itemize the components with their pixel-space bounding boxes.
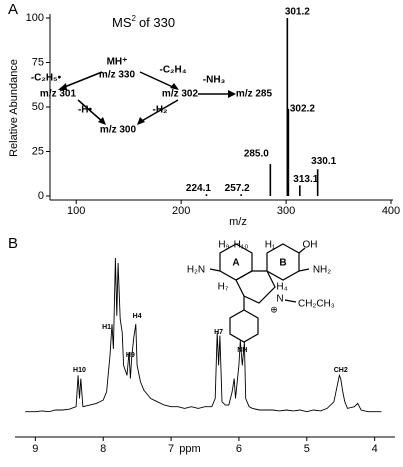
x-tick-label: 7 (168, 443, 174, 455)
arrow (61, 71, 103, 89)
x-tick-label: 8 (100, 443, 106, 455)
arrow (139, 99, 179, 123)
peak-label: 301.2 (285, 7, 310, 18)
peak-label: H4 (133, 313, 142, 320)
x-axis-label: ppm (179, 443, 200, 455)
panel-label: A (8, 1, 18, 18)
ring-label: A (232, 258, 239, 269)
title-main: MS (112, 15, 132, 30)
ring-label: B (279, 258, 286, 269)
structure-labels: H₉ H₁₀ H₁ OH H₂N NH₂ A B H₇ N ⊕ CH₂CH₃ H… (187, 240, 335, 315)
panel-label: B (8, 235, 18, 252)
structure (209, 243, 310, 343)
x-tick-label: 100 (67, 205, 85, 217)
arrow-head (228, 90, 236, 98)
phenyl (229, 309, 259, 343)
atom-label: NH₂ (313, 265, 331, 276)
arrow-head (98, 117, 106, 125)
bond (298, 268, 310, 272)
peak-label: 285.0 (244, 149, 269, 160)
scheme-label: MH⁺ (107, 57, 128, 68)
scheme-label: m/z 330 (99, 70, 136, 81)
y-tick-label: 25 (32, 145, 44, 157)
peak-label: H10 (73, 367, 86, 374)
charge: ⊕ (270, 304, 278, 314)
title-sup: 2 (132, 14, 137, 23)
scheme-label: m/z 300 (100, 125, 137, 136)
arrow (139, 71, 176, 89)
x-tick-label: 5 (304, 443, 310, 455)
x-tick-label: 400 (382, 205, 400, 217)
arrow (77, 99, 104, 123)
x-tick-label: 4 (372, 443, 378, 455)
scheme-label: m/z 301 (40, 89, 77, 100)
arrow-head (137, 117, 145, 125)
atom-label: CH₂CH₃ (298, 299, 335, 310)
atom-label: H₁ (265, 240, 276, 251)
arrow-head (58, 83, 67, 90)
peak-label: 224.1 (186, 183, 211, 194)
scheme-label: m/z 285 (236, 89, 273, 100)
x-tick-label: 300 (277, 205, 295, 217)
arrow-head (170, 83, 179, 90)
scheme-label: -C₂H₄ (160, 65, 187, 76)
x-tick-label: 9 (32, 443, 38, 455)
y-tick-label: 0 (38, 190, 44, 202)
scheme-label: -H• (78, 105, 93, 116)
scheme-label: -NH₃ (203, 75, 226, 86)
bond (209, 268, 221, 272)
peak-label: 302.2 (290, 103, 315, 114)
scheme-arrows (61, 71, 232, 123)
ring-center (235, 270, 276, 304)
y-tick-label: 75 (32, 56, 44, 68)
peak-label: 330.1 (311, 156, 336, 167)
y-axis-label: Relative Abundance (8, 59, 20, 157)
peak-label: 257.2 (225, 183, 250, 194)
atom-label: H₇ (218, 282, 229, 293)
scheme-label: -H₂ (153, 105, 168, 116)
x-tick-label: 6 (236, 443, 242, 455)
atom-label: H₉ (218, 240, 229, 251)
y-tick-label: 50 (32, 101, 44, 113)
y-tick-label: 100 (26, 12, 44, 24)
peak-label: H9 (126, 352, 135, 359)
peak-label: H7 (214, 329, 223, 336)
peak-label: CH2 (334, 367, 348, 374)
peak-label: NH (237, 347, 247, 354)
chart-title: MS2 of 330 (112, 14, 175, 30)
scheme-label: m/z 302 (162, 89, 199, 100)
x-axis-label: m/z (229, 216, 247, 228)
bond (298, 247, 306, 254)
atom-label: H₂N (187, 265, 205, 276)
x-tick-label: 200 (172, 205, 190, 217)
bond (284, 299, 297, 303)
arrow-heads (58, 83, 236, 125)
atom-label: H₁₀ (234, 240, 249, 251)
peak-label: 313.1 (293, 174, 318, 185)
atom-label: H₄ (276, 282, 287, 293)
title-rest: of 330 (139, 15, 175, 30)
atom-label: N (276, 294, 283, 305)
peak-label: H1 (102, 324, 111, 331)
nmr-trace (25, 257, 382, 413)
scheme-label: -C₂H₅• (31, 73, 62, 84)
atom-label: OH (303, 240, 318, 251)
